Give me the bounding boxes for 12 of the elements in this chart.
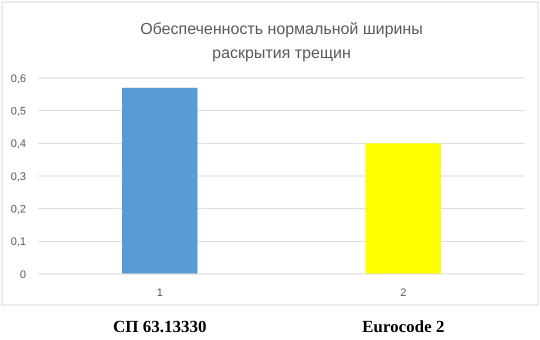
y-tick-label: 0,1 [10, 236, 26, 248]
y-tick-label: 0,5 [10, 106, 26, 118]
y-tick-label: 0,3 [10, 170, 26, 183]
y-tick-label: 0 [20, 268, 26, 281]
text: СП 63.13330 [113, 317, 206, 336]
y-tick-label: 0,4 [10, 138, 26, 150]
chart-title: Обеспеченность нормальной ширины раскрытия трещин [140, 21, 423, 62]
y-tick-label: 0,6 [10, 72, 26, 85]
x-tick-label: 2 [400, 287, 406, 299]
x-tick-label: 1 [156, 287, 163, 299]
text: Eurocode 2 [362, 317, 444, 336]
y-tick-label: 0,2 [10, 204, 26, 216]
